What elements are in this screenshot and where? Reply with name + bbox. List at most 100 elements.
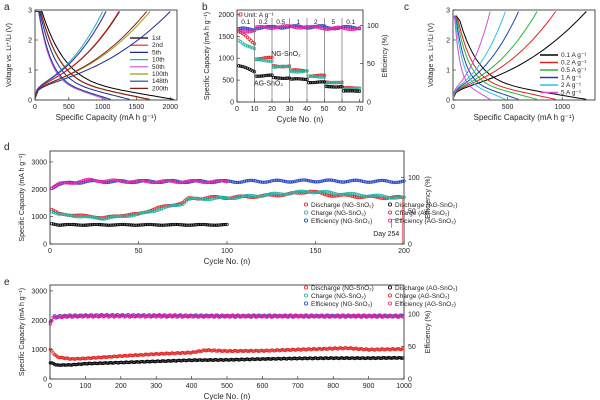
data-point [78, 223, 82, 227]
legend-label: 0.1 A g⁻¹ [561, 52, 587, 59]
data-point [239, 357, 244, 361]
data-point [135, 212, 139, 217]
legend-marker [387, 202, 392, 207]
data-point [386, 195, 390, 200]
legend-label: Discharge (NG-SnO₂) [311, 202, 374, 209]
panel-label-e: e [4, 277, 10, 288]
data-point [101, 223, 105, 227]
data-point [94, 179, 98, 183]
data-point [120, 214, 125, 218]
data-point [255, 194, 259, 199]
data-point [372, 180, 376, 184]
data-point [251, 46, 255, 50]
legend-label: Efficiency (AG-SnO₂) [395, 301, 456, 308]
data-point [357, 86, 362, 90]
data-point [110, 215, 114, 219]
data-point [184, 179, 188, 184]
data-point [99, 180, 103, 184]
x-tick-label: 0 [48, 248, 52, 255]
data-point [312, 346, 316, 351]
data-point [297, 313, 302, 318]
data-point [108, 178, 112, 183]
data-point [120, 222, 125, 227]
data-point [190, 315, 194, 319]
data-point [211, 179, 215, 184]
data-point [246, 178, 250, 183]
data-point [166, 204, 171, 208]
data-point [221, 195, 226, 200]
data-point [158, 207, 162, 212]
data-point [344, 356, 348, 360]
data-point [58, 223, 63, 227]
data-point [372, 193, 376, 198]
data-point [381, 178, 385, 183]
data-point [308, 179, 312, 183]
data-point [247, 37, 251, 41]
legend-label: 5 A g⁻¹ [561, 90, 582, 97]
data-point [193, 196, 197, 200]
data-point [256, 349, 261, 354]
data-point [104, 223, 109, 227]
data-point [75, 356, 79, 361]
data-point [235, 180, 240, 185]
data-point [338, 180, 342, 184]
data-point [171, 358, 176, 363]
data-point [110, 178, 114, 182]
legend-marker [303, 218, 308, 223]
data-point [82, 313, 86, 318]
data-point [69, 181, 73, 185]
data-point [205, 223, 210, 227]
data-point [143, 210, 148, 214]
y2-tick-label: 0 [408, 242, 412, 249]
y-axis-label: Specific Capacity (mA h g⁻¹) [19, 288, 26, 376]
data-point [188, 197, 192, 201]
data-point [266, 59, 271, 63]
x-tick-label: 700 [292, 383, 304, 390]
data-point [335, 80, 339, 85]
data-point [127, 180, 132, 184]
data-point [359, 194, 364, 198]
data-point [73, 223, 77, 227]
data-point [256, 25, 260, 29]
data-point [244, 30, 248, 34]
legend-label: 0.2 A g⁻¹ [561, 60, 587, 67]
unit-label: Unit: A g⁻¹ [244, 12, 275, 19]
data-point [399, 356, 404, 360]
data-point [326, 193, 330, 198]
discharge-curve [453, 15, 506, 100]
data-point [152, 209, 157, 213]
data-point [343, 346, 347, 350]
data-point [66, 181, 70, 185]
data-point [314, 74, 318, 79]
data-point [361, 179, 365, 184]
data-point [198, 349, 203, 354]
x-tick-label: 300 [150, 383, 162, 390]
data-point [338, 80, 342, 85]
data-point [279, 26, 283, 30]
data-point [293, 68, 297, 72]
data-point [388, 180, 392, 184]
data-point [90, 178, 95, 182]
data-point [223, 222, 227, 227]
data-point [211, 197, 215, 201]
data-point [368, 180, 373, 184]
x-tick-label: 60 [338, 106, 346, 113]
data-point [193, 223, 197, 227]
data-point [230, 196, 234, 201]
y2-tick-label: 0 [408, 377, 412, 384]
x-tick-label: 600 [257, 383, 269, 390]
data-point [308, 81, 313, 85]
data-point [237, 64, 241, 68]
data-point [151, 209, 155, 214]
data-point [187, 313, 191, 318]
data-point [264, 193, 268, 197]
data-point [324, 347, 329, 351]
data-point [269, 179, 273, 183]
data-point [228, 179, 233, 184]
data-point [172, 203, 176, 208]
data-point [328, 178, 332, 182]
x-tick-label: 500 [221, 383, 233, 390]
data-point [83, 223, 88, 227]
data-point [328, 190, 332, 194]
data-point [69, 222, 73, 227]
